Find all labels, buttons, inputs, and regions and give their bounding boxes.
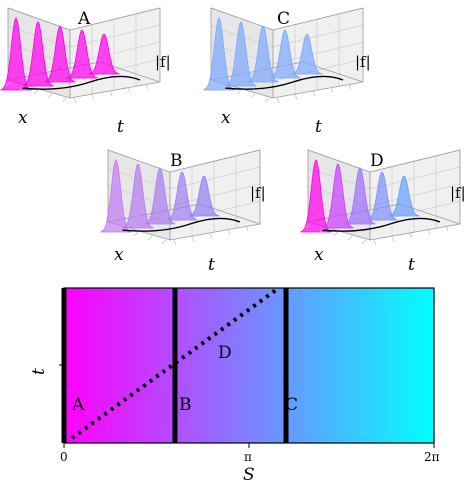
zaxis-label: |f|: [250, 184, 266, 202]
gaussian-peak: [166, 171, 198, 221]
axis-tick: [312, 90, 316, 97]
x-tick-0: 0: [60, 450, 68, 464]
gaussian-peak: [269, 29, 301, 79]
region-label-d: D: [218, 343, 232, 363]
axis-tick: [147, 235, 153, 241]
x-axis-label: x: [314, 245, 324, 265]
panel-label: B: [170, 151, 183, 171]
axis-tick: [145, 83, 149, 90]
axis-tick: [391, 236, 395, 242]
axis-tick: [73, 97, 77, 104]
axis-tick: [209, 232, 213, 239]
axis-tick: [361, 239, 367, 245]
axis-tick: [319, 227, 325, 233]
axis-tick: [276, 97, 280, 104]
t-axis-label: t: [208, 255, 215, 275]
x-axis-label: x: [18, 108, 28, 128]
axis-tick: [427, 229, 431, 235]
axis-tick: [133, 231, 139, 237]
axis-tick: [208, 81, 214, 87]
gaussian-peak: [322, 163, 354, 229]
axis-tick: [245, 225, 249, 232]
gaussian-peak: [366, 171, 398, 221]
gaussian-peak: [144, 167, 176, 225]
gradient-area: [63, 287, 435, 444]
trajectory-curve: [224, 75, 344, 90]
region-label-a: A: [71, 395, 85, 415]
axis-tick: [236, 89, 242, 95]
axis-tick: [445, 225, 449, 232]
axis-tick: [373, 239, 377, 246]
axis-tick: [47, 93, 53, 99]
gaussian-peak: [22, 21, 54, 87]
axis-tick: [333, 231, 339, 237]
panel-label: C: [277, 9, 290, 29]
gaussian-peak: [122, 163, 154, 229]
gaussian-peak: [291, 33, 323, 75]
t-axis-label: t: [408, 255, 415, 275]
axis-tick: [33, 89, 39, 95]
axis-tick: [264, 97, 270, 103]
gaussian-peak: [88, 33, 120, 75]
x-tick-2pi: 2π: [424, 450, 440, 464]
dotted-path: [70, 288, 278, 440]
gaussian-peak: [44, 25, 76, 83]
axis-tick: [91, 94, 95, 100]
axis-tick: [61, 97, 67, 103]
x-axis-label: x: [221, 108, 231, 128]
surface-panel-c: C |f| x t: [203, 7, 371, 137]
gaussian-peak: [66, 29, 98, 79]
axis-tick: [127, 87, 131, 93]
trajectory-curve: [21, 75, 141, 90]
gaussian-peak: [388, 175, 420, 217]
region-label-c: C: [285, 395, 298, 415]
trajectory-curve: [121, 217, 241, 232]
trajectory-curve: [321, 217, 441, 232]
gaussian-peak: [225, 21, 257, 87]
axis-tick: [161, 239, 167, 245]
surface-panel-d: D |f| x t: [300, 149, 466, 275]
x-axis-label: S: [243, 465, 255, 484]
t-axis-label: t: [315, 117, 322, 137]
axis-tick: [348, 83, 352, 90]
axis-tick: [227, 229, 231, 235]
surface-panel-b: B |f| x t: [100, 149, 266, 275]
gaussian-peak: [188, 175, 220, 217]
axis-tick: [330, 87, 334, 93]
zaxis-label: |f|: [355, 53, 371, 71]
axis-tick: [222, 85, 228, 91]
axis-tick: [119, 227, 125, 233]
axis-tick: [305, 223, 311, 229]
zaxis-label: |f|: [450, 184, 466, 202]
region-label-b: B: [179, 395, 192, 415]
axis-tick: [109, 90, 113, 97]
axis-tick: [347, 235, 353, 241]
zaxis-label: |f|: [155, 53, 171, 71]
y-axis-label: t: [29, 368, 49, 375]
gaussian-peak: [247, 25, 279, 83]
axis-tick: [173, 239, 177, 246]
panel-label: A: [77, 9, 91, 29]
gaussian-peak: [344, 167, 376, 225]
panel-label: D: [370, 151, 384, 171]
axis-tick: [250, 93, 256, 99]
axis-tick: [409, 232, 413, 239]
x-tick-pi: π: [244, 450, 252, 464]
phase-diagram: A B C D t S 0 π 2π: [29, 287, 440, 484]
x-axis-label: x: [114, 245, 124, 265]
surface-panel-a: A |f| x t: [0, 7, 171, 137]
axis-tick: [19, 85, 25, 91]
axis-tick: [191, 236, 195, 242]
t-axis-label: t: [117, 117, 124, 137]
axis-tick: [5, 81, 11, 87]
axis-tick: [294, 94, 298, 100]
axis-tick: [105, 223, 111, 229]
